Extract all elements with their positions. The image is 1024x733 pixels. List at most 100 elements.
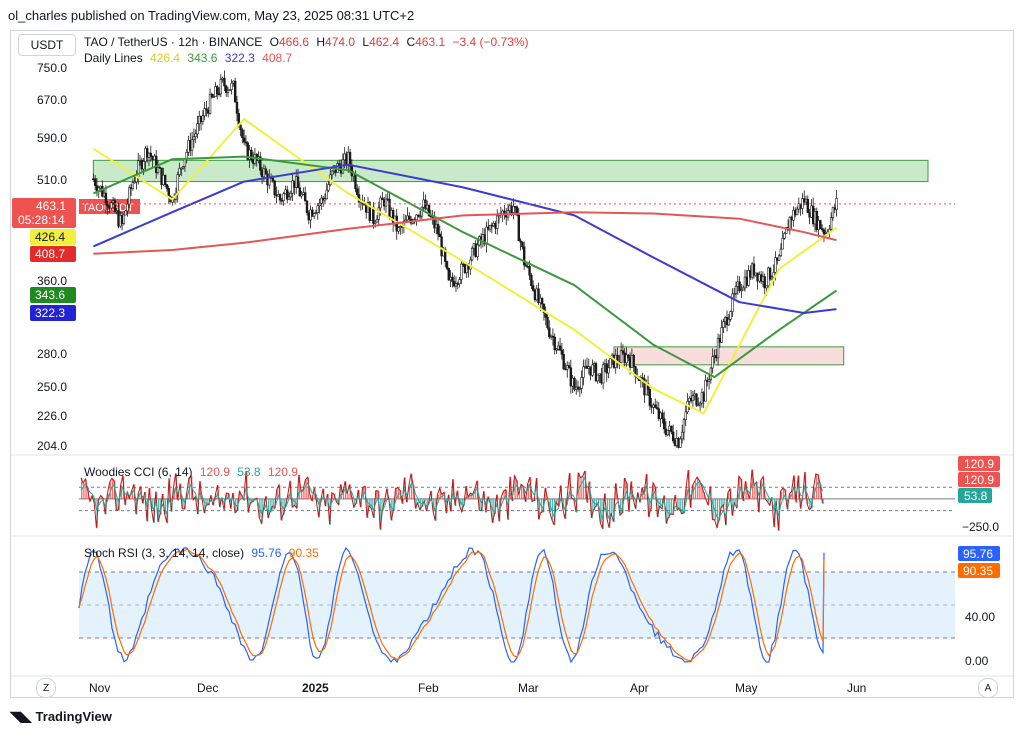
candle-body-73 bbox=[223, 77, 226, 87]
candle-body-75 bbox=[226, 90, 230, 93]
time-tick-feb: Feb bbox=[418, 681, 439, 695]
cci-bar-87 bbox=[272, 498, 274, 507]
price-tick-226: 226.0 bbox=[37, 409, 67, 423]
cci-bar-153 bbox=[417, 498, 419, 504]
candle-body-36 bbox=[156, 167, 160, 173]
ma-red-value: 408.7 bbox=[262, 51, 293, 65]
candle-body-350 bbox=[720, 327, 723, 343]
ma-legend-title[interactable]: Daily Lines bbox=[84, 51, 143, 65]
ma-blue-tag: 322.3 bbox=[35, 306, 65, 320]
price-tick-670: 670.0 bbox=[37, 93, 67, 107]
candle-body-122 bbox=[311, 209, 314, 217]
candle-body-211 bbox=[470, 247, 474, 261]
candle-body-40 bbox=[163, 174, 167, 185]
cci-title[interactable]: Woodies CCI (6, 14) bbox=[84, 465, 193, 479]
candle-body-66 bbox=[210, 93, 214, 98]
cci-bar-131 bbox=[369, 498, 371, 507]
cci-bar-325 bbox=[796, 498, 798, 503]
candle-body-61 bbox=[201, 115, 205, 123]
candle-body-294 bbox=[619, 350, 623, 363]
candle-body-407 bbox=[822, 229, 826, 235]
candle-body-382 bbox=[777, 255, 781, 261]
candle-body-380 bbox=[774, 257, 777, 273]
candle-body-130 bbox=[325, 189, 328, 200]
cci-bar-278 bbox=[692, 485, 694, 500]
stoch-plot[interactable] bbox=[78, 546, 825, 664]
candle-body-205 bbox=[460, 263, 463, 280]
low-label: L bbox=[362, 35, 370, 49]
cci-tag-1: 120.9 bbox=[964, 457, 994, 471]
candle-body-257 bbox=[553, 336, 556, 351]
candle-body-237 bbox=[517, 214, 520, 242]
candle-body-244 bbox=[530, 274, 533, 286]
cci-bar-319 bbox=[782, 488, 785, 500]
cci-bar-235 bbox=[598, 498, 600, 504]
cci-bar-288 bbox=[714, 498, 716, 521]
price-plot[interactable] bbox=[79, 70, 955, 449]
cci-bar-100 bbox=[301, 490, 303, 500]
candle-body-295 bbox=[621, 350, 625, 354]
candle-body-82 bbox=[239, 124, 242, 131]
cci-bar-318 bbox=[780, 491, 782, 500]
candle-body-80 bbox=[235, 101, 239, 114]
cci-bar-291 bbox=[721, 498, 723, 508]
stoch-tick-40: 40.00 bbox=[965, 610, 995, 624]
price-tick-510: 510.0 bbox=[37, 173, 67, 187]
cci-bar-196 bbox=[512, 498, 514, 502]
candle-body-236 bbox=[515, 206, 519, 216]
cci-plot[interactable] bbox=[79, 469, 955, 531]
candle-body-174 bbox=[404, 219, 407, 222]
candle-body-411 bbox=[829, 217, 833, 230]
time-axis[interactable]: Nov Dec 2025 Feb Mar Apr May Jun bbox=[89, 681, 866, 695]
candle-body-69 bbox=[216, 86, 219, 95]
cci-bar-146 bbox=[402, 498, 404, 505]
auto-scale-button[interactable]: A bbox=[978, 678, 998, 698]
cci-bar-205 bbox=[532, 498, 534, 503]
cci-bar-144 bbox=[397, 487, 400, 500]
cci-bar-12 bbox=[107, 493, 109, 500]
candle-body-392 bbox=[795, 208, 799, 216]
countdown-tag: 05:28:14 bbox=[18, 213, 65, 227]
candle-body-42 bbox=[167, 188, 170, 197]
candle-body-355 bbox=[729, 311, 732, 320]
cci-bar-140 bbox=[389, 498, 391, 501]
candle-body-385 bbox=[783, 233, 786, 239]
candle-body-362 bbox=[741, 287, 745, 291]
price-tick-280: 280.0 bbox=[37, 347, 67, 361]
last-price-tag: 463.1 bbox=[36, 199, 66, 213]
tradingview-logo-icon: ◥◣ bbox=[10, 708, 32, 724]
cci-bar-149 bbox=[408, 486, 411, 500]
candle-body-281 bbox=[596, 374, 599, 382]
price-axis[interactable]: 750.0 670.0 590.0 510.0 360.0 280.0 250.… bbox=[37, 61, 67, 453]
cci-bar-227 bbox=[580, 477, 582, 500]
candle-body-240 bbox=[522, 246, 526, 266]
cci-value-3: 120.9 bbox=[267, 465, 298, 479]
currency-selector[interactable]: USDT bbox=[18, 34, 76, 56]
zoom-reset-button[interactable]: Z bbox=[36, 678, 56, 698]
candle-body-79 bbox=[233, 80, 237, 103]
stoch-title[interactable]: Stoch RSI (3, 3, 14, 14, close) bbox=[84, 546, 245, 560]
candle-body-5 bbox=[101, 185, 104, 197]
candle-body-170 bbox=[397, 227, 400, 232]
candle-body-256 bbox=[551, 335, 555, 338]
cci-bar-272 bbox=[679, 498, 681, 509]
cci-bar-82 bbox=[261, 498, 263, 524]
symbol-legend: TAO / TetherUS · 12h · BINANCE O466.6 H4… bbox=[84, 35, 529, 49]
cci-bar-130 bbox=[367, 498, 369, 519]
symbol-title[interactable]: TAO / TetherUS · 12h · BINANCE bbox=[84, 35, 263, 49]
cci-bar-203 bbox=[527, 484, 529, 500]
cci-bar-271 bbox=[677, 498, 679, 511]
candle-body-341 bbox=[704, 380, 707, 402]
time-tick-dec: Dec bbox=[197, 681, 218, 695]
publisher-line: ol_charles published on TradingView.com,… bbox=[8, 8, 415, 23]
cci-bar-198 bbox=[516, 480, 518, 500]
candle-body-337 bbox=[697, 404, 700, 407]
candle-body-318 bbox=[662, 418, 666, 430]
cci-bar-155 bbox=[422, 498, 424, 507]
candle-body-100 bbox=[271, 177, 275, 182]
cci-tag-2: 120.9 bbox=[964, 473, 994, 487]
candle-body-125 bbox=[316, 205, 319, 213]
stoch-k-value: 95.76 bbox=[251, 546, 282, 560]
ma-line-yellow bbox=[92, 118, 838, 415]
